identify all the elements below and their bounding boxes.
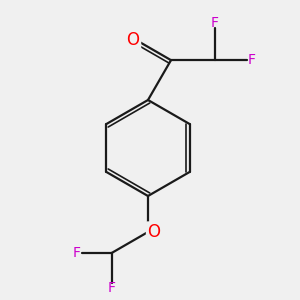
Text: F: F — [108, 281, 116, 295]
Text: F: F — [73, 246, 81, 260]
Text: O: O — [127, 31, 140, 49]
Text: F: F — [248, 53, 256, 67]
Text: F: F — [211, 16, 219, 30]
Text: O: O — [148, 223, 160, 241]
